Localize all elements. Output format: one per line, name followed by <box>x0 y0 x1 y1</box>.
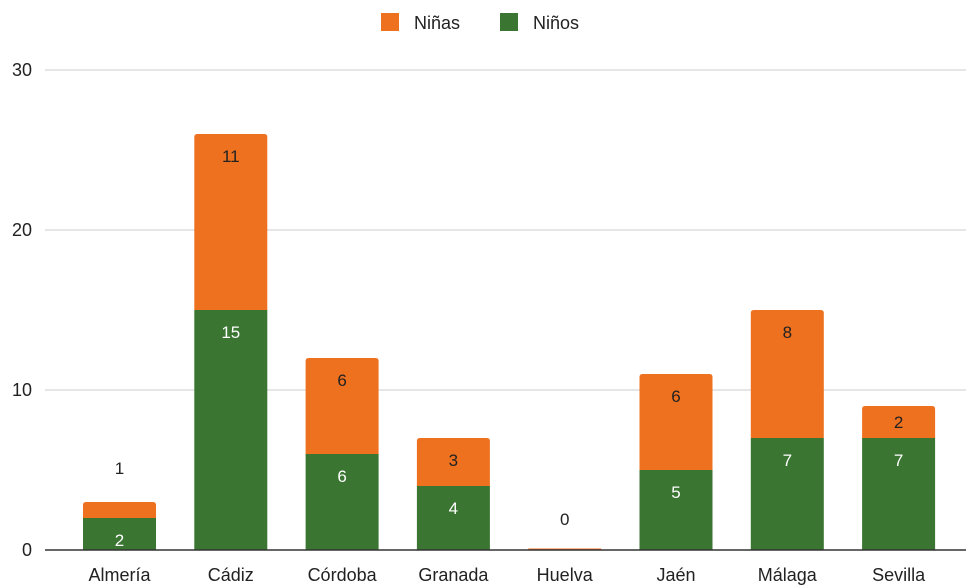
bars <box>83 134 936 550</box>
data-label-ninas: 8 <box>783 323 792 342</box>
bar-segment-ninas <box>750 310 824 438</box>
bar-segment-ninas <box>194 134 268 310</box>
x-category-label: Sevilla <box>872 565 926 585</box>
data-label-ninas: 1 <box>115 459 124 478</box>
gridlines <box>45 69 966 391</box>
legend-swatch <box>381 13 399 31</box>
data-label-ninas: 11 <box>222 147 240 166</box>
data-labels: 2 1 15 11 6 6 4 3 0 5 6 7 8 7 2 <box>115 147 904 550</box>
bar-segment-ninos <box>416 486 490 550</box>
legend-label: Niñas <box>414 13 460 33</box>
data-label-ninas: 6 <box>337 371 346 390</box>
data-label-ninos: 7 <box>783 451 792 470</box>
data-label-ninas: 2 <box>894 413 903 432</box>
data-label-ninos: 5 <box>671 483 680 502</box>
bar-segment-ninos <box>305 454 379 550</box>
x-category-label: Huelva <box>537 565 594 585</box>
bar-segment-ninas <box>416 438 490 486</box>
legend: Niñas Niños <box>381 13 579 33</box>
data-label-ninos: 4 <box>449 499 458 518</box>
bar-segment-ninas <box>305 358 379 454</box>
y-tick-label: 0 <box>22 540 32 560</box>
data-label-ninos: 6 <box>337 467 346 486</box>
y-tick-label: 10 <box>12 380 32 400</box>
data-label-ninos: 7 <box>894 451 903 470</box>
bar-segment-ninas <box>83 502 156 518</box>
bar-segment-ninos <box>83 518 156 550</box>
data-label-ninas: 6 <box>671 387 680 406</box>
x-category-label: Córdoba <box>308 565 378 585</box>
x-category-label: Jaén <box>656 565 695 585</box>
x-category-label: Cádiz <box>208 565 254 585</box>
bar-segment-ninos <box>639 470 713 550</box>
y-tick-label: 20 <box>12 220 32 240</box>
bar-segment-ninas <box>639 374 713 470</box>
y-tick-label: 30 <box>12 60 32 80</box>
bar-segment-ninos <box>862 438 936 550</box>
data-label-ninas: 0 <box>560 510 569 529</box>
data-label-ninos: 15 <box>221 323 240 342</box>
data-label-ninas: 3 <box>449 451 458 470</box>
x-category-label: Málaga <box>758 565 818 585</box>
legend-label: Niños <box>533 13 579 33</box>
legend-swatch <box>500 13 518 31</box>
bar-segment-ninos <box>194 310 268 550</box>
bar-segment-ninas <box>862 406 936 438</box>
x-category-label: Almería <box>88 565 151 585</box>
data-label-ninos: 2 <box>115 531 124 550</box>
bar-segment-ninos <box>750 438 824 550</box>
x-category-label: Granada <box>418 565 489 585</box>
